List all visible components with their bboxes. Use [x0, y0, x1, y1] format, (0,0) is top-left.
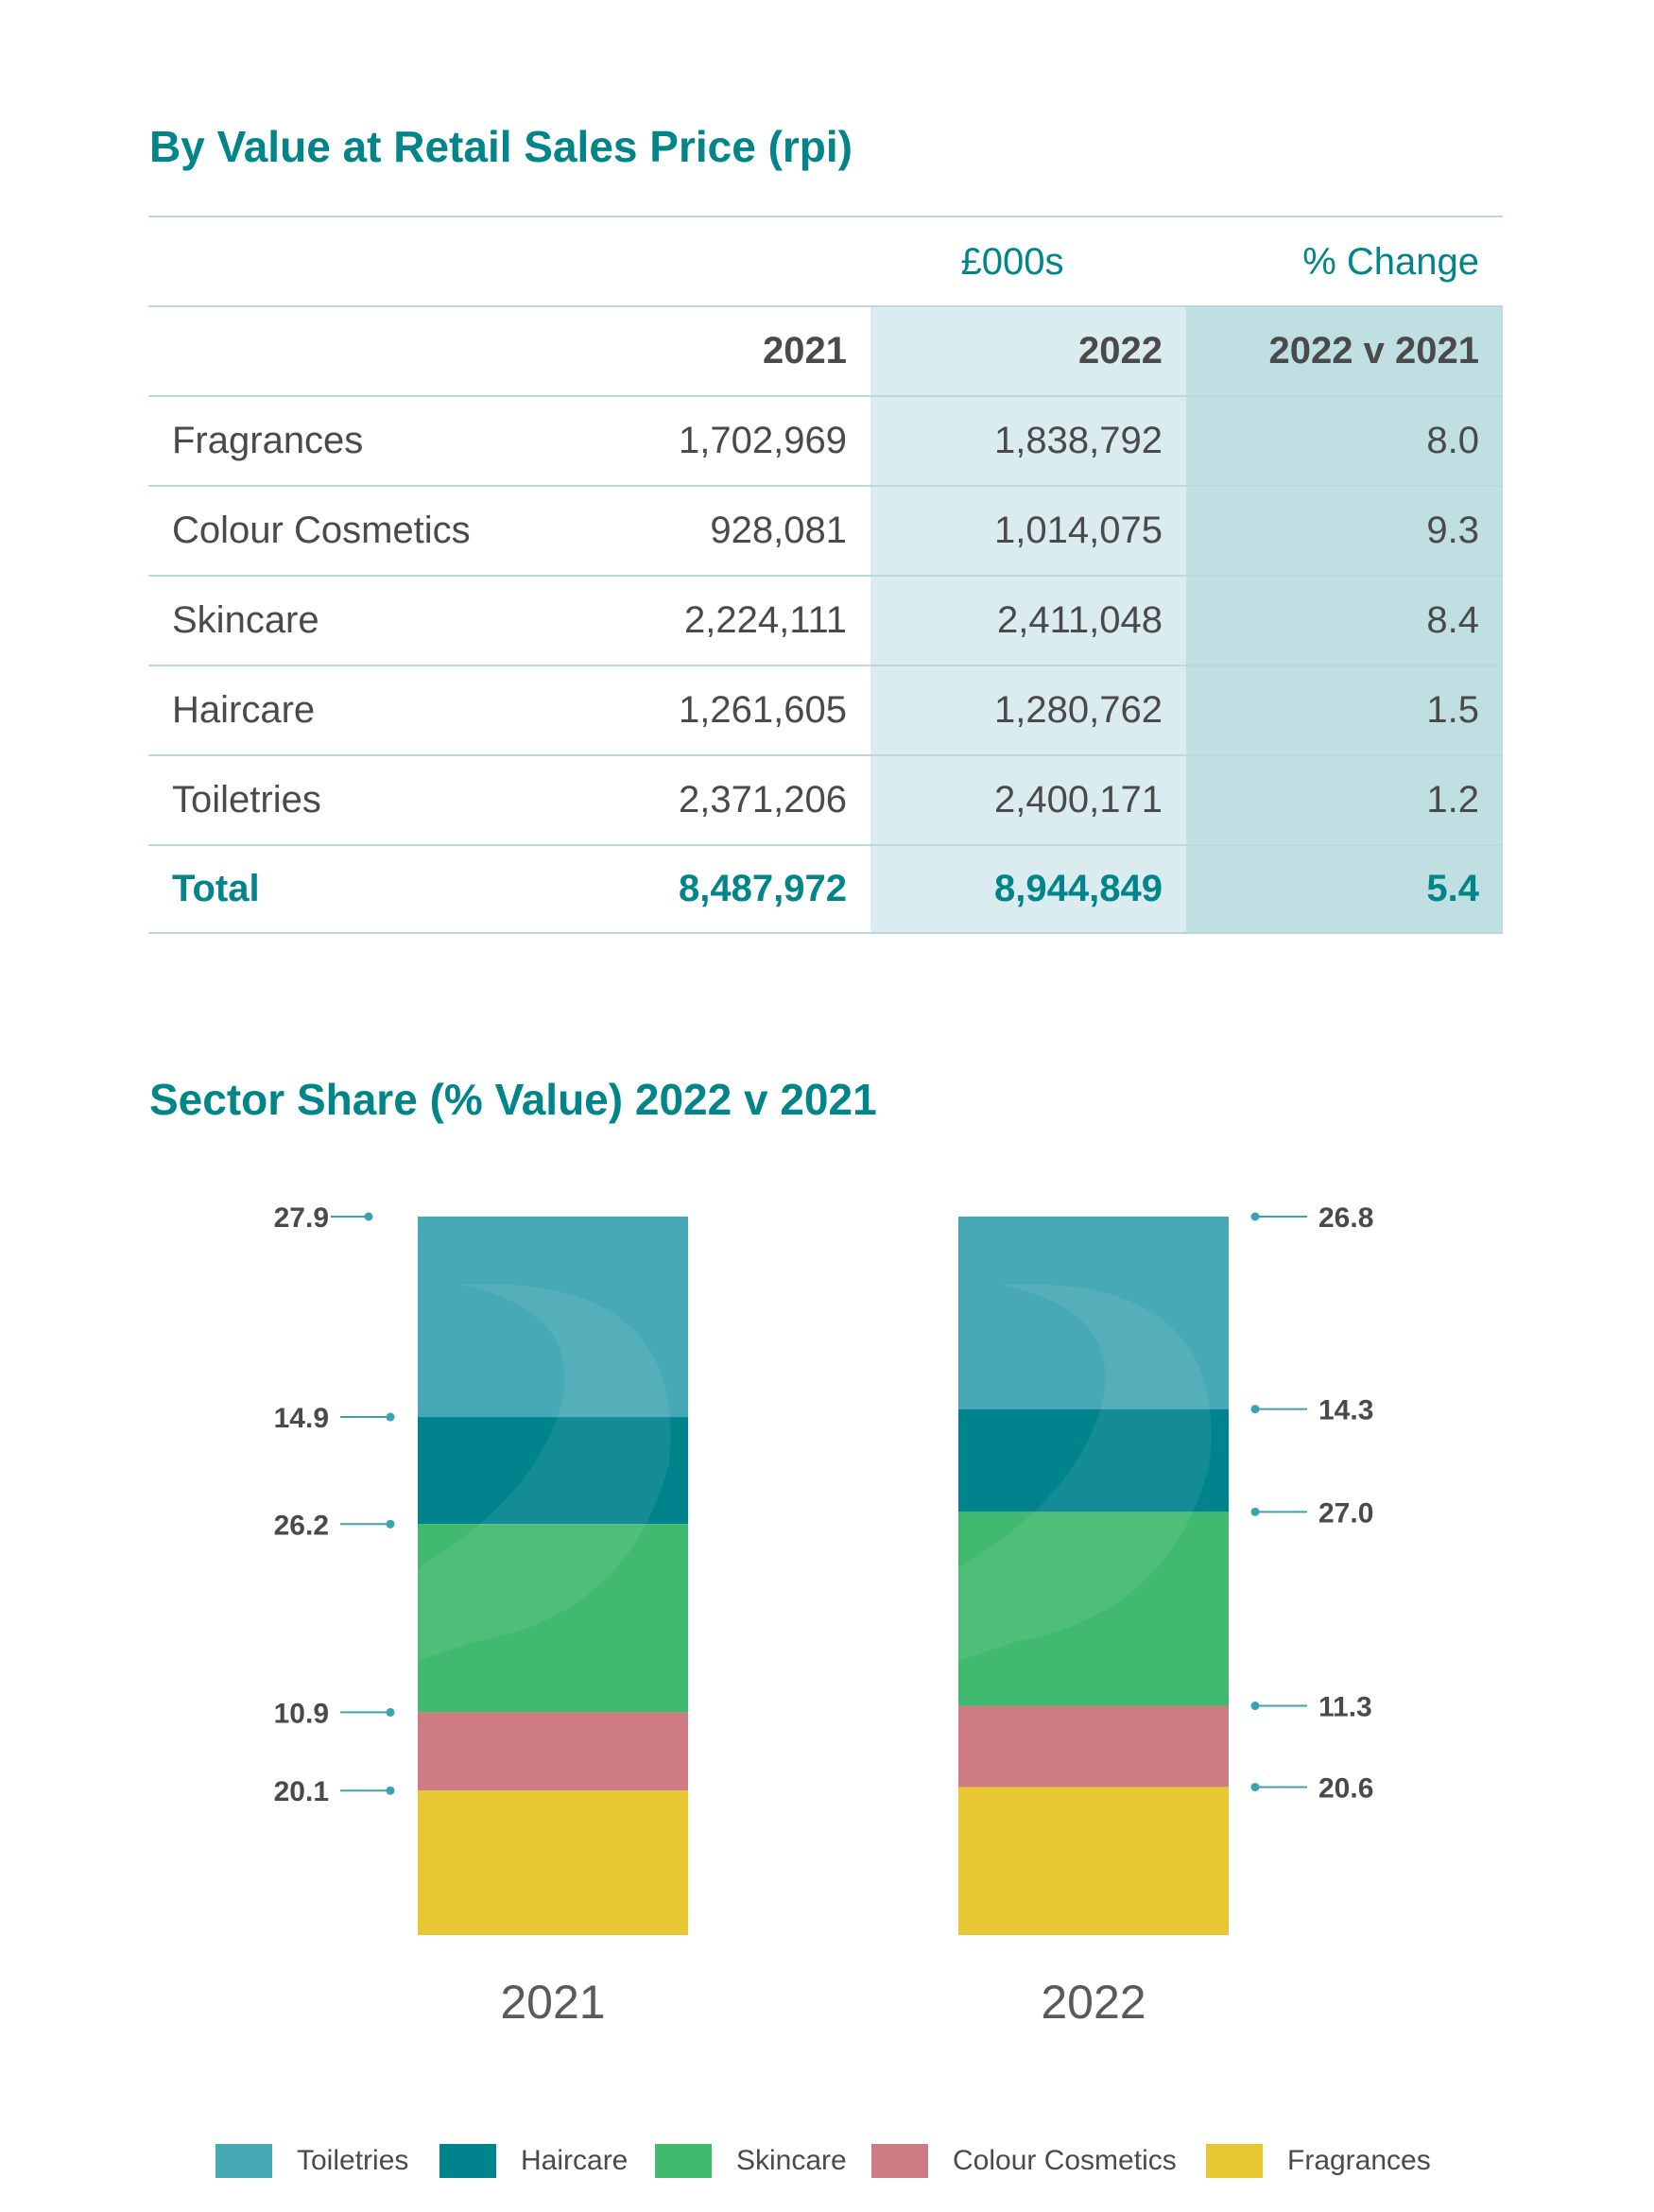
total-label: Total: [172, 868, 260, 909]
table-header-group-row: £000s % Change: [148, 216, 1503, 305]
table-row: Skincare 2,224,111 2,411,048 8.4: [148, 575, 1503, 665]
svg-text:11.3: 11.3: [1318, 1692, 1372, 1723]
bar-decoration-2022: [958, 1284, 1212, 1661]
value-2021: 928,081: [710, 510, 847, 551]
legend-item-haircare: Haircare: [439, 2144, 628, 2178]
legend-swatch: [655, 2144, 712, 2178]
legend-swatch: [871, 2144, 928, 2178]
legend-label: Skincare: [736, 2145, 847, 2176]
header-cell-name: [148, 307, 555, 395]
total-2021: 8,487,972: [679, 868, 847, 909]
table-row: Toiletries 2,371,206 2,400,171 1.2: [148, 754, 1503, 844]
bar-segment-skincare-2022: [958, 1512, 1229, 1706]
value-2021: 2,224,111: [683, 599, 847, 641]
table-row: Fragrances 1,702,969 1,838,792 8.0: [148, 395, 1503, 485]
legend-label: Toiletries: [297, 2145, 409, 2176]
value-label-haircare-2022: 14.3: [1250, 1395, 1373, 1426]
value-label-colour-cosmetics-2021: 10.9: [274, 1698, 395, 1729]
header-cell-2022: 2022: [870, 307, 1186, 395]
value-change: 9.3: [1186, 487, 1503, 575]
value-label-colour-cosmetics-2022: 11.3: [1250, 1692, 1372, 1723]
value-change: 1.5: [1186, 666, 1503, 754]
bar-segment-fragrances-2022: [958, 1787, 1229, 1935]
header-money: £000s: [960, 241, 1064, 283]
value-label-haircare-2021: 14.9: [274, 1403, 395, 1434]
bar-segment-haircare-2022: [958, 1408, 1229, 1512]
legend-label: Colour Cosmetics: [953, 2145, 1177, 2176]
legend-label: Haircare: [521, 2145, 629, 2176]
value-2022: 1,014,075: [870, 487, 1186, 575]
value-2021: 1,261,605: [679, 689, 847, 731]
svg-text:10.9: 10.9: [274, 1698, 329, 1729]
row-label: Toiletries: [172, 779, 321, 821]
value-2022: 2,400,171: [870, 756, 1186, 844]
value-label-skincare-2022: 27.0: [1250, 1497, 1373, 1529]
bar-segment-skincare-2021: [418, 1524, 688, 1713]
svg-text:26.8: 26.8: [1318, 1202, 1373, 1234]
value-2022: 1,838,792: [870, 397, 1186, 485]
table-row: Colour Cosmetics 928,081 1,014,075 9.3: [148, 485, 1503, 575]
bar-decoration-2021: [418, 1284, 671, 1661]
header-pct: % Change: [1302, 241, 1479, 283]
legend-swatch: [215, 2144, 272, 2178]
category-label-2022: 2022: [1041, 1976, 1146, 2029]
value-label-toiletries-2021: 27.9: [274, 1202, 373, 1234]
svg-text:20.6: 20.6: [1318, 1772, 1373, 1804]
legend-swatch: [439, 2144, 496, 2178]
chart-legend: Toiletries Haircare Skincare Colour Cosmeti…: [0, 2144, 1654, 2182]
svg-text:27.0: 27.0: [1318, 1497, 1373, 1529]
header-cell-2021: 2021: [763, 330, 847, 372]
sales-table: £000s % Change 2021 2022 2022 v 2021 Fra…: [148, 216, 1503, 934]
bar-segment-colour-cosmetics-2022: [958, 1705, 1229, 1788]
value-2022: 2,411,048: [870, 577, 1186, 665]
legend-item-skincare: Skincare: [655, 2144, 847, 2178]
legend-item-toiletries: Toiletries: [215, 2144, 408, 2178]
header-cell-change: 2022 v 2021: [1186, 307, 1503, 395]
svg-text:14.3: 14.3: [1318, 1395, 1373, 1426]
table-title: By Value at Retail Sales Price (rpi): [149, 122, 853, 171]
bar-segment-toiletries-2022: [958, 1217, 1229, 1409]
svg-text:27.9: 27.9: [274, 1202, 329, 1234]
value-2021: 2,371,206: [679, 779, 847, 821]
bar-segment-fragrances-2021: [418, 1790, 688, 1935]
legend-swatch: [1206, 2144, 1263, 2178]
sector-share-chart: 27.9 14.9 26.2 10.9 20.1 2021 26.8 14.3 27.0 11.3…: [274, 1202, 1374, 2029]
legend-item-colour-cosmetics: Colour Cosmetics: [871, 2144, 1177, 2178]
chart-title: Sector Share (% Value) 2022 v 2021: [149, 1075, 877, 1124]
value-label-fragrances-2021: 20.1: [274, 1776, 395, 1807]
table-row: Haircare 1,261,605 1,280,762 1.5: [148, 665, 1503, 754]
value-change: 1.2: [1186, 756, 1503, 844]
bar-segment-haircare-2021: [418, 1417, 688, 1525]
svg-text:26.2: 26.2: [274, 1510, 329, 1541]
legend-label: Fragrances: [1287, 2145, 1431, 2176]
row-label: Haircare: [172, 689, 316, 731]
svg-text:20.1: 20.1: [274, 1776, 329, 1807]
table-header-row: 2021 2022 2022 v 2021: [148, 305, 1503, 395]
value-label-skincare-2021: 26.2: [274, 1510, 395, 1541]
bar-segment-toiletries-2021: [418, 1217, 688, 1418]
category-label-2021: 2021: [500, 1976, 605, 2029]
value-change: 8.4: [1186, 577, 1503, 665]
total-2022: 8,944,849: [870, 846, 1186, 932]
value-change: 8.0: [1186, 397, 1503, 485]
table-total-row: Total 8,487,972 8,944,849 5.4: [148, 844, 1503, 934]
total-change: 5.4: [1186, 846, 1503, 932]
value-label-fragrances-2022: 20.6: [1250, 1772, 1373, 1804]
value-label-toiletries-2022: 26.8: [1250, 1202, 1373, 1234]
value-2021: 1,702,969: [679, 420, 847, 461]
value-2022: 1,280,762: [870, 666, 1186, 754]
row-label: Skincare: [172, 599, 319, 641]
row-label: Colour Cosmetics: [172, 510, 471, 551]
row-label: Fragrances: [172, 420, 364, 461]
svg-text:14.9: 14.9: [274, 1403, 329, 1434]
legend-item-fragrances: Fragrances: [1206, 2144, 1431, 2178]
bar-segment-colour-cosmetics-2021: [418, 1712, 688, 1791]
